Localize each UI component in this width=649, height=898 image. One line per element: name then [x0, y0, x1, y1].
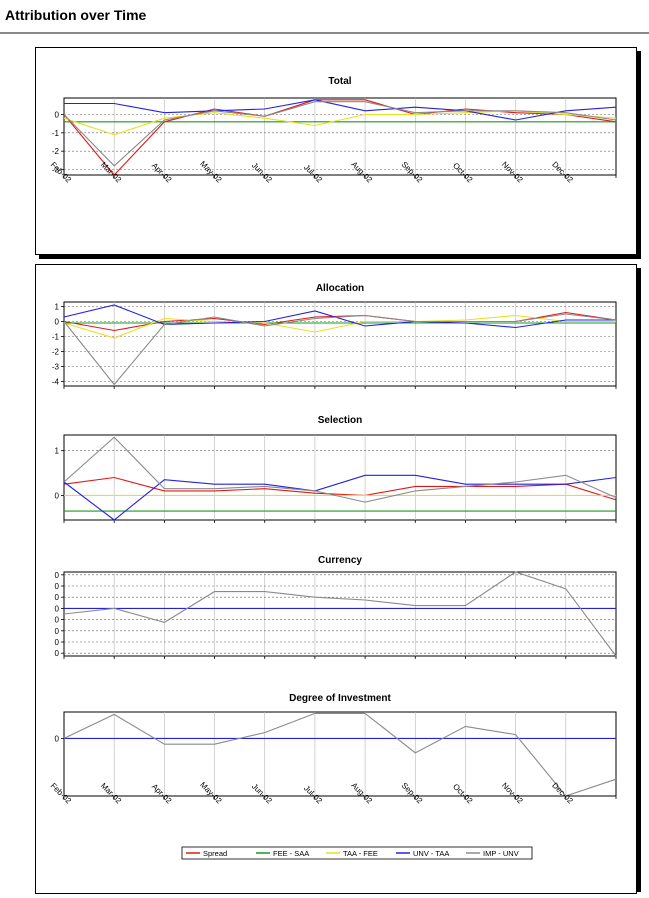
- y-tick-label: -3: [52, 166, 60, 175]
- y-tick-label: 1: [55, 447, 60, 456]
- y-tick-label: -3: [52, 363, 60, 372]
- chart-title: Selection: [318, 415, 362, 426]
- legend-label: UNV - TAA: [413, 849, 449, 858]
- y-tick-label: 0: [55, 638, 60, 647]
- y-tick-label: 0: [55, 318, 60, 327]
- panel-total: Total 0 -1 -2 -3 Feb-02 Mar-02 Apr-02 May-02 Jun-…: [35, 47, 637, 255]
- chart-2: Selection 1 0: [55, 415, 617, 523]
- legend-label: IMP - UNV: [483, 849, 519, 858]
- plot-area: [63, 301, 617, 387]
- legend-label: FEE - SAA: [273, 849, 309, 858]
- series-line-spread: [63, 99, 617, 176]
- y-tick-label: 0: [55, 604, 60, 613]
- y-tick-label: 1: [55, 303, 60, 312]
- legend-item: UNV - TAA: [396, 849, 449, 858]
- series-line-imp-unv: [63, 101, 617, 167]
- legend-box: [181, 846, 533, 860]
- chart-title: Allocation: [316, 283, 364, 294]
- series-line-imp-unv: [63, 712, 617, 797]
- legend: Spread FEE - SAA TAA - FEE UNV - TAA IMP - U…: [181, 846, 533, 860]
- legend-item: FEE - SAA: [256, 849, 309, 858]
- y-tick-label: 0: [55, 734, 60, 743]
- page-title: Attribution over Time: [5, 7, 147, 23]
- y-tick-label: 0: [55, 571, 60, 580]
- y-tick-label: 0: [55, 491, 60, 500]
- panel-attribution: Allocation 1 0 -1 -2 -3 -4 Selection 1 0 Currency 0…: [35, 264, 637, 894]
- y-tick-label: 0: [55, 616, 60, 625]
- plot-area: [63, 711, 617, 797]
- legend-item: TAA - FEE: [326, 849, 378, 858]
- chart-3: Currency 0 0 0 0 0 0 0 0: [55, 555, 617, 659]
- y-tick-label: -2: [52, 147, 60, 156]
- plot-area: [63, 434, 617, 521]
- legend-label: TAA - FEE: [343, 849, 378, 858]
- chart-title: Total: [328, 76, 351, 87]
- y-tick-label: 0: [55, 649, 60, 658]
- y-tick-label: -2: [52, 348, 60, 357]
- y-tick-label: -4: [52, 378, 60, 387]
- chart-title: Currency: [318, 555, 362, 566]
- series-line-unv-taa: [64, 99, 617, 121]
- plot-area: [63, 571, 617, 657]
- series-line-unv-taa: [63, 304, 616, 329]
- legend-item: IMP - UNV: [466, 849, 519, 858]
- series-line-imp-unv: [63, 313, 617, 386]
- series-line-imp-unv: [63, 436, 617, 503]
- series-line-unv-taa: [63, 474, 617, 521]
- y-tick-label: 0: [55, 627, 60, 636]
- chart-title: Degree of Investment: [289, 693, 391, 704]
- legend-item: Spread: [186, 849, 227, 858]
- y-tick-label: -1: [52, 333, 60, 342]
- chart-1: Allocation 1 0 -1 -2 -3 -4: [52, 283, 617, 389]
- y-tick-label: 0: [55, 582, 60, 591]
- title-divider: [0, 32, 649, 34]
- series-line-imp-unv: [63, 571, 617, 657]
- y-tick-label: -1: [52, 129, 60, 138]
- y-tick-label: 0: [55, 593, 60, 602]
- legend-label: Spread: [203, 849, 227, 858]
- y-tick-label: 0: [55, 111, 60, 120]
- series-line-spread: [63, 476, 617, 501]
- chart-attribution: Allocation 1 0 -1 -2 -3 -4 Selection 1 0 Currency 0…: [49, 283, 617, 860]
